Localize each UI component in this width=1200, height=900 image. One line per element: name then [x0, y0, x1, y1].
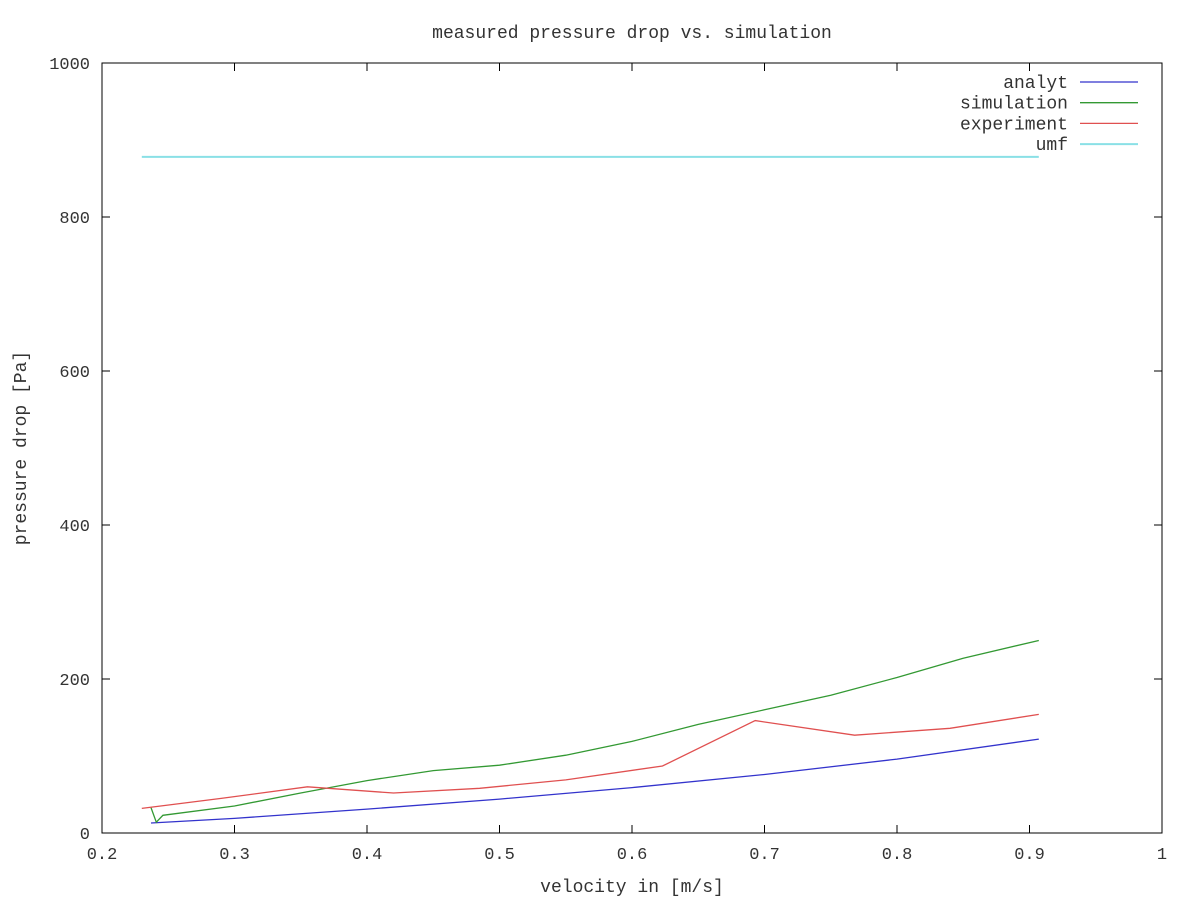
- x-tick-label: 1: [1157, 846, 1167, 865]
- x-tick-label: 0.2: [87, 846, 118, 865]
- x-tick-label: 0.5: [484, 846, 515, 865]
- y-tick-label: 400: [59, 518, 90, 537]
- x-tick-label: 0.4: [352, 846, 383, 865]
- plot-frame: [101, 62, 1163, 834]
- legend-label-analyt: analyt: [1003, 74, 1068, 94]
- series-line-simulation: [150, 639, 1039, 824]
- series-layer: [141, 155, 1039, 824]
- series-line-analyt: [150, 738, 1039, 824]
- y-axis-label: pressure drop [Pa]: [12, 351, 32, 545]
- y-tick-label: 0: [80, 826, 90, 845]
- x-tick-label: 0.8: [882, 846, 913, 865]
- legend-label-simulation: simulation: [960, 95, 1068, 115]
- chart-title: measured pressure drop vs. simulation: [432, 24, 832, 44]
- series-line-experiment: [141, 713, 1039, 810]
- x-tick-label: 0.7: [749, 846, 780, 865]
- x-axis-label: velocity in [m/s]: [540, 878, 724, 898]
- x-tick-label: 0.3: [219, 846, 250, 865]
- y-tick-label: 1000: [49, 56, 90, 75]
- legend-label-umf: umf: [1036, 136, 1068, 156]
- y-tick-label: 200: [59, 672, 90, 691]
- axis-ticks: 0.2 0.3 0.4 0.5 0.6 0.7 0.8 0.9 1 0 200 400 600 800 10…: [49, 56, 1167, 865]
- y-tick-label: 600: [59, 364, 90, 383]
- y-tick-label: 800: [59, 210, 90, 229]
- legend-label-experiment: experiment: [960, 115, 1068, 135]
- x-tick-label: 0.6: [617, 846, 648, 865]
- x-tick-label: 0.9: [1014, 846, 1045, 865]
